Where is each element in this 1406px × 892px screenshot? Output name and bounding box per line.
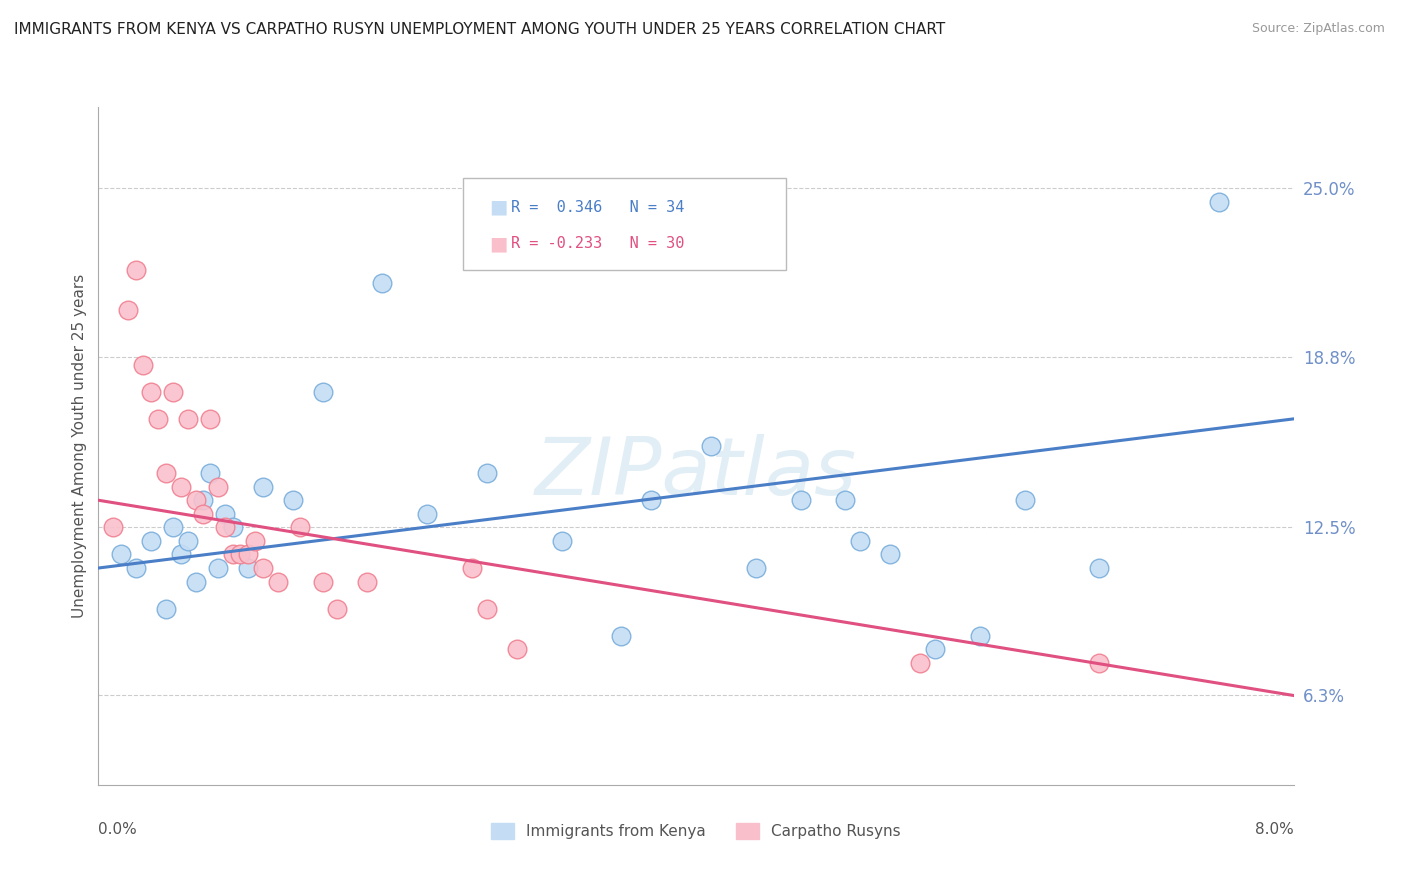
Text: ■: ■ <box>489 235 508 253</box>
Point <box>969 629 991 643</box>
Point <box>610 629 633 643</box>
Point <box>745 561 768 575</box>
Text: Source: ZipAtlas.com: Source: ZipAtlas.com <box>1251 22 1385 36</box>
Point <box>222 548 245 562</box>
Text: IMMIGRANTS FROM KENYA VS CARPATHO RUSYN UNEMPLOYMENT AMONG YOUTH UNDER 25 YEARS : IMMIGRANTS FROM KENYA VS CARPATHO RUSYN … <box>14 22 945 37</box>
Point <box>252 561 274 575</box>
Point <box>1014 493 1036 508</box>
Point <box>356 574 378 589</box>
Point <box>1088 561 1111 575</box>
Point <box>184 574 207 589</box>
Point <box>371 277 394 291</box>
Point <box>125 561 148 575</box>
Point <box>252 480 274 494</box>
Point <box>475 466 498 480</box>
Point <box>132 358 155 372</box>
Point <box>139 533 162 548</box>
Point <box>214 507 236 521</box>
Point <box>236 561 259 575</box>
Point <box>281 493 304 508</box>
Legend: Immigrants from Kenya, Carpatho Rusyns: Immigrants from Kenya, Carpatho Rusyns <box>485 817 907 845</box>
Point <box>207 561 229 575</box>
Point <box>162 520 184 534</box>
Point <box>245 533 267 548</box>
Point <box>191 507 214 521</box>
Point <box>1208 194 1230 209</box>
Point <box>311 384 333 399</box>
Point <box>110 548 132 562</box>
Point <box>139 384 162 399</box>
Point <box>200 412 222 426</box>
Point <box>1088 656 1111 670</box>
Point <box>288 520 311 534</box>
Point <box>155 466 177 480</box>
Point <box>162 384 184 399</box>
Point <box>834 493 856 508</box>
Point <box>177 533 200 548</box>
Point <box>191 493 214 508</box>
Point <box>267 574 290 589</box>
Point <box>117 303 139 318</box>
Point <box>700 439 723 453</box>
Point <box>177 412 200 426</box>
Text: ■: ■ <box>489 198 508 217</box>
Text: 0.0%: 0.0% <box>98 822 138 838</box>
Point <box>640 493 662 508</box>
Point <box>222 520 245 534</box>
Point <box>461 561 484 575</box>
Point <box>789 493 811 508</box>
Point <box>214 520 236 534</box>
Point <box>849 533 872 548</box>
Point <box>506 642 529 657</box>
Point <box>416 507 439 521</box>
Point <box>475 601 498 615</box>
Point <box>236 548 259 562</box>
Text: 8.0%: 8.0% <box>1254 822 1294 838</box>
Point <box>908 656 931 670</box>
Point <box>207 480 229 494</box>
Point <box>169 548 191 562</box>
Point <box>879 548 901 562</box>
Text: R =  0.346   N = 34: R = 0.346 N = 34 <box>510 200 685 215</box>
Text: R = -0.233   N = 30: R = -0.233 N = 30 <box>510 236 685 252</box>
Point <box>169 480 191 494</box>
Point <box>229 548 252 562</box>
Point <box>155 601 177 615</box>
Point <box>924 642 946 657</box>
Point <box>125 262 148 277</box>
Point <box>326 601 349 615</box>
Point <box>200 466 222 480</box>
Point <box>103 520 125 534</box>
Point <box>311 574 333 589</box>
Text: ZIPatlas: ZIPatlas <box>534 434 858 512</box>
Point <box>148 412 170 426</box>
Point <box>184 493 207 508</box>
FancyBboxPatch shape <box>463 178 786 269</box>
Point <box>550 533 572 548</box>
Y-axis label: Unemployment Among Youth under 25 years: Unemployment Among Youth under 25 years <box>72 274 87 618</box>
